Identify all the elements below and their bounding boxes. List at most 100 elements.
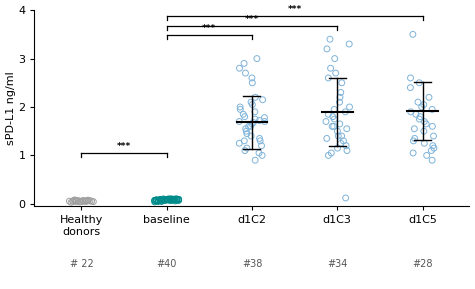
Point — [156, 197, 164, 202]
Point — [329, 114, 336, 119]
Point — [66, 199, 73, 203]
Point — [253, 56, 261, 61]
Point — [243, 129, 250, 134]
Point — [166, 197, 174, 201]
Point — [241, 148, 249, 153]
Point — [324, 153, 332, 158]
Point — [88, 199, 95, 203]
Point — [345, 42, 353, 46]
Point — [151, 199, 159, 204]
Point — [173, 198, 180, 202]
Point — [251, 95, 259, 100]
Y-axis label: sPD-L1 ng/ml: sPD-L1 ng/ml — [6, 71, 16, 145]
Point — [409, 151, 417, 155]
Point — [241, 114, 248, 119]
Point — [83, 199, 90, 204]
Point — [336, 95, 344, 100]
Point — [414, 100, 422, 104]
Point — [170, 197, 177, 202]
Point — [236, 141, 243, 146]
Point — [171, 198, 179, 202]
Point — [343, 127, 351, 131]
Point — [168, 198, 176, 203]
Point — [161, 198, 169, 203]
Point — [237, 107, 244, 112]
Point — [242, 127, 249, 131]
Point — [243, 131, 251, 136]
Point — [161, 198, 169, 202]
Point — [77, 199, 85, 204]
Point — [151, 198, 159, 203]
Point — [258, 153, 266, 158]
Point — [417, 114, 424, 119]
Text: ***: *** — [287, 5, 302, 14]
Point — [89, 199, 97, 204]
Point — [166, 198, 174, 203]
Point — [429, 143, 437, 148]
Point — [85, 198, 92, 203]
Point — [76, 199, 84, 203]
Point — [327, 151, 335, 155]
Point — [407, 85, 414, 90]
Point — [256, 118, 263, 123]
Point — [423, 153, 430, 158]
Point — [151, 198, 159, 203]
Point — [332, 71, 340, 75]
Point — [175, 197, 182, 202]
Point — [261, 119, 268, 124]
Point — [164, 197, 172, 202]
Point — [76, 199, 84, 204]
Point — [156, 198, 164, 203]
Point — [81, 199, 89, 204]
Point — [428, 148, 435, 153]
Point — [256, 136, 263, 141]
Point — [430, 146, 438, 151]
Point — [346, 105, 353, 109]
Point — [342, 196, 350, 200]
Point — [71, 198, 78, 202]
Point — [336, 122, 343, 126]
Point — [324, 112, 332, 116]
Point — [164, 197, 172, 201]
Point — [420, 141, 428, 146]
Point — [338, 134, 345, 138]
Point — [236, 105, 244, 109]
Point — [245, 124, 252, 129]
Point — [334, 134, 342, 138]
Point — [73, 199, 80, 204]
Point — [173, 197, 180, 201]
Point — [154, 199, 162, 203]
Point — [323, 47, 331, 51]
Text: ***: *** — [117, 142, 131, 151]
Text: #34: #34 — [327, 259, 347, 269]
Point — [69, 199, 76, 203]
Point — [243, 146, 251, 151]
Point — [331, 117, 338, 121]
Point — [324, 76, 332, 80]
Point — [333, 129, 341, 134]
Point — [412, 112, 420, 116]
Point — [158, 199, 165, 204]
Point — [342, 143, 350, 148]
Point — [240, 138, 248, 143]
Point — [418, 105, 426, 109]
Point — [85, 198, 92, 203]
Point — [410, 127, 418, 131]
Point — [411, 136, 418, 141]
Point — [247, 124, 254, 129]
Point — [425, 95, 433, 100]
Point — [249, 120, 257, 125]
Point — [160, 198, 167, 202]
Point — [428, 158, 436, 162]
Point — [168, 197, 176, 202]
Point — [326, 37, 334, 42]
Point — [247, 134, 255, 138]
Point — [328, 124, 336, 129]
Point — [256, 138, 264, 143]
Point — [175, 198, 182, 203]
Point — [168, 197, 176, 201]
Point — [334, 146, 342, 151]
Point — [420, 129, 428, 134]
Point — [248, 76, 256, 80]
Point — [158, 198, 165, 202]
